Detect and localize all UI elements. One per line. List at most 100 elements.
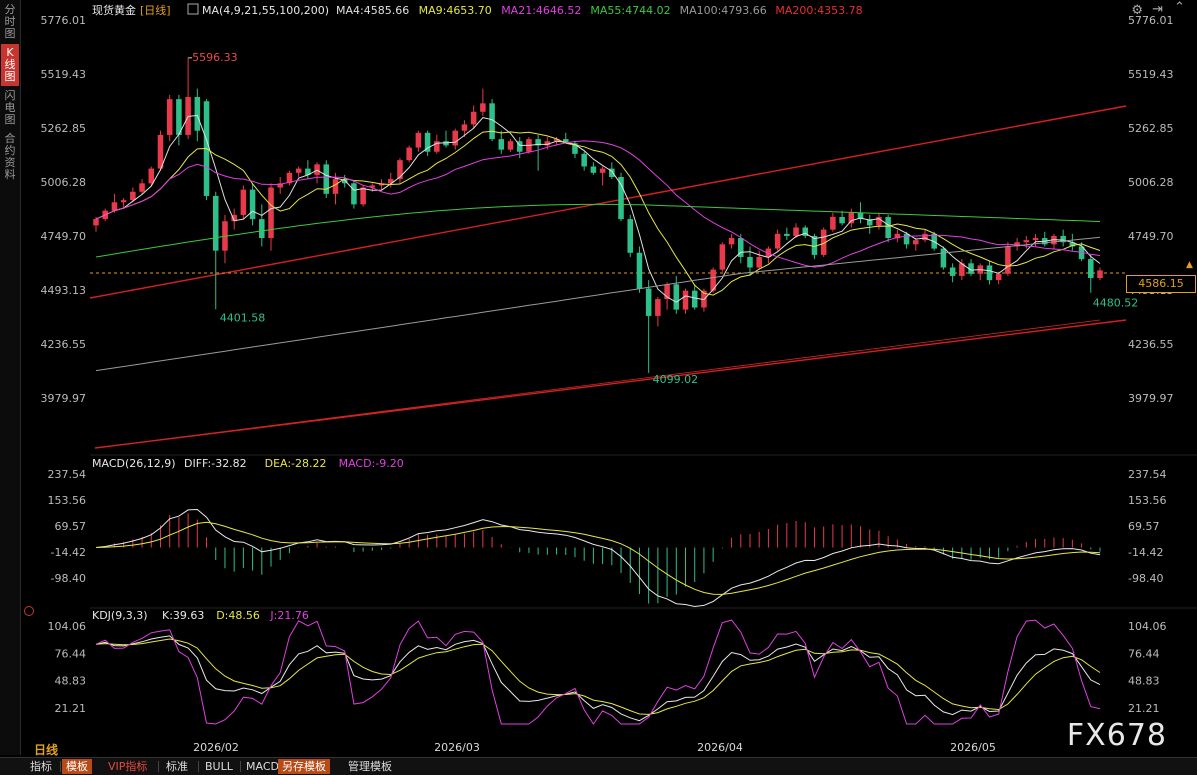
ma200-line xyxy=(94,319,1101,449)
macd-tick-right: 69.57 xyxy=(1128,520,1160,533)
candle-body xyxy=(323,164,330,194)
ma-value-4: MA100:4793.66 xyxy=(680,4,767,17)
candle-body xyxy=(968,263,974,274)
candle-body xyxy=(360,187,366,205)
low-annotation-2: 4099.02 xyxy=(653,373,699,386)
kdj-tick-left: 48.83 xyxy=(55,675,87,688)
toolbar-template[interactable]: 模板 xyxy=(62,759,92,774)
candle-body xyxy=(1051,235,1057,245)
candle-body xyxy=(876,216,882,226)
candle-body xyxy=(572,143,578,154)
candle-body xyxy=(461,124,468,131)
candle-body xyxy=(424,132,431,152)
low-annotation-3: 4480.52 xyxy=(1093,297,1139,310)
candle-body xyxy=(986,265,993,281)
ma-value-0: MA4:4585.66 xyxy=(336,4,409,17)
candle-body xyxy=(774,233,781,249)
candle-body xyxy=(240,189,247,215)
candle-body xyxy=(516,141,523,152)
toolbar-indicator[interactable]: 指标 xyxy=(30,760,52,773)
date-tick: 2026/05 xyxy=(950,741,996,754)
candle-body xyxy=(351,183,357,205)
price-tick-right: 5262.85 xyxy=(1128,122,1174,135)
toolbar-vip-indicator[interactable]: VIP指标 xyxy=(108,760,148,773)
macd-value-1: DEA:-28.22 xyxy=(265,457,327,470)
candle-body xyxy=(894,233,901,239)
candle-body xyxy=(903,233,910,245)
candle-body xyxy=(507,141,514,150)
date-tick: 2026/04 xyxy=(697,741,743,754)
price-tick-left: 3979.97 xyxy=(41,392,87,405)
candle-body xyxy=(231,214,237,222)
candle-body xyxy=(682,290,689,310)
candle-body xyxy=(452,130,458,146)
candle-body xyxy=(1069,242,1076,247)
candle-body xyxy=(691,290,698,308)
macd-tick-left: -98.40 xyxy=(51,572,86,585)
kdj-tick-left: 21.21 xyxy=(55,702,87,715)
kdj-value-0: K:39.63 xyxy=(162,609,204,622)
kdj-indicator-icon[interactable] xyxy=(24,606,34,616)
candle-body xyxy=(1023,240,1030,243)
toolbar-save-template[interactable]: 另存模板 xyxy=(278,759,330,774)
toolbar-bull[interactable]: BULL xyxy=(205,760,233,773)
candle-body xyxy=(1014,242,1020,247)
toolbar-manage-template[interactable]: 管理模板 xyxy=(348,760,392,773)
low-annotation-1: 4401.58 xyxy=(220,311,265,324)
trendline-lower xyxy=(94,319,1127,449)
candle-body xyxy=(130,191,136,201)
candle-body xyxy=(314,164,320,175)
tab-contract-info[interactable]: 合约资料 xyxy=(4,132,16,181)
gear-icon[interactable]: ⚙ xyxy=(1131,3,1143,18)
candle-body xyxy=(719,244,726,270)
candle-body xyxy=(839,216,845,224)
candle-body xyxy=(553,139,560,142)
ma-value-1: MA9:4653.70 xyxy=(419,4,492,17)
macd-tick-right: 237.54 xyxy=(1128,468,1167,481)
timeframe-label[interactable]: 日线 xyxy=(34,743,59,757)
kdj-value-2: J:21.76 xyxy=(269,609,308,622)
collapse-icon[interactable]: ⌃ xyxy=(1174,0,1185,15)
candle-body xyxy=(995,273,1002,281)
candle-body xyxy=(1032,238,1039,241)
watermark: FX678 xyxy=(1066,718,1167,753)
candle-body xyxy=(940,248,947,268)
candle-body xyxy=(756,256,762,268)
candle-body xyxy=(609,168,615,178)
candle-body xyxy=(949,267,956,276)
date-tick: 2026/03 xyxy=(434,741,480,754)
candle-body xyxy=(848,212,855,224)
price-tick-right: 4749.70 xyxy=(1128,230,1174,243)
candle-body xyxy=(489,103,495,140)
candle-body xyxy=(120,200,127,203)
kdj-tick-right: 48.83 xyxy=(1128,675,1160,688)
price-tick-left: 5519.43 xyxy=(41,68,87,81)
expand-icon[interactable]: ⇥ xyxy=(1152,2,1163,17)
candle-body xyxy=(387,179,394,184)
ma100-line xyxy=(95,236,1101,372)
macd-title: MACD(26,12,9) xyxy=(92,457,176,470)
price-tick-right: 5519.43 xyxy=(1128,68,1174,81)
candle-body xyxy=(470,111,477,125)
tab-flash[interactable]: 闪电图 xyxy=(4,89,16,126)
candle-body xyxy=(259,219,265,239)
candle-body xyxy=(166,99,173,135)
kdj-value-1: D:48.56 xyxy=(216,609,260,622)
tab-kline[interactable]: K线图 xyxy=(1,44,19,86)
ma21-line xyxy=(95,140,1101,268)
chart-type-icon xyxy=(187,3,199,15)
tab-timeshare[interactable]: 分时图 xyxy=(4,3,16,40)
price-tick-right: 3979.97 xyxy=(1128,392,1174,405)
toolbar-standard[interactable]: 标准 xyxy=(166,760,188,773)
ma-params-label: MA(4,9,21,55,100,200) xyxy=(202,4,329,17)
sidebar: 分时图 K线图 闪电图 合约资料 xyxy=(0,0,21,755)
candle-body xyxy=(176,99,182,135)
candle-body xyxy=(415,132,422,148)
period-label: [日线] xyxy=(140,3,171,17)
candle-body xyxy=(277,183,283,188)
candle-body xyxy=(655,299,661,316)
candle-body xyxy=(793,227,799,236)
toolbar-macd[interactable]: MACD xyxy=(246,760,279,773)
separator xyxy=(198,761,199,772)
